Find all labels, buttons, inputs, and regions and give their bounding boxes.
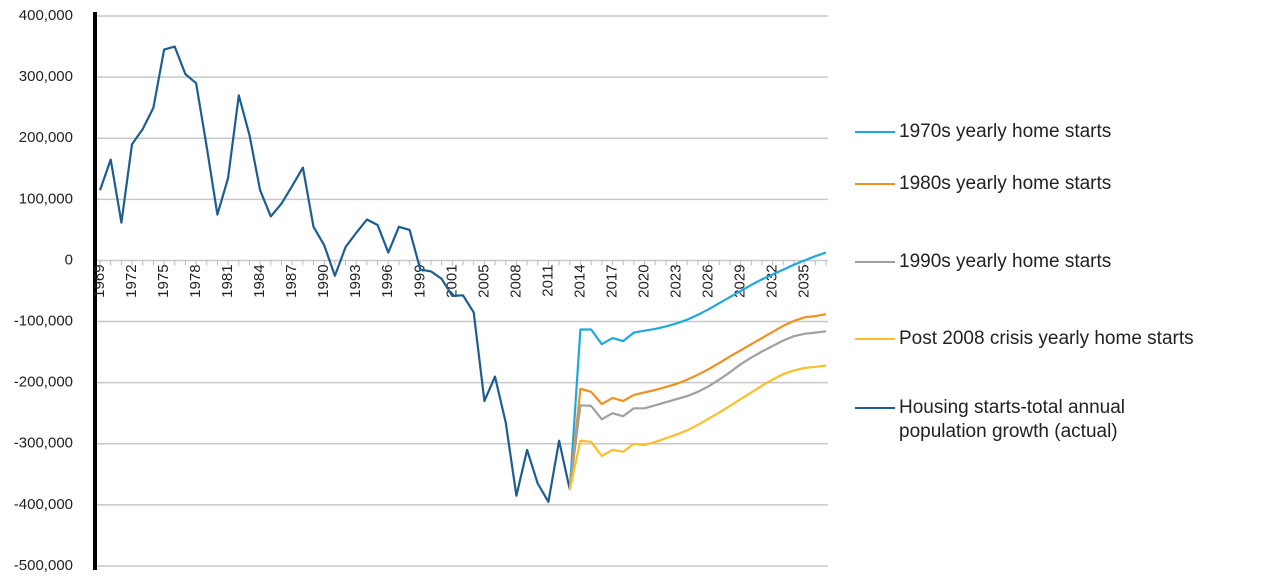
- legend-label: 1990s yearly home starts: [899, 251, 1112, 272]
- y-tick-label: -200,000: [14, 374, 73, 391]
- x-tick-label: 2014: [571, 264, 588, 297]
- x-tick-label: 1972: [123, 264, 140, 297]
- x-tick-label: 1969: [91, 264, 108, 297]
- x-tick-label: 2011: [539, 264, 556, 296]
- legend-swatch: [855, 338, 895, 340]
- x-tick-label: 1981: [219, 264, 236, 297]
- legend-label: 1980s yearly home starts: [899, 173, 1112, 194]
- legend-swatch: [855, 183, 895, 185]
- legend-swatch: [855, 131, 895, 133]
- x-tick-label: 1975: [155, 264, 172, 297]
- legend-item: 1990s yearly home starts: [855, 250, 1259, 274]
- x-tick-label: 2005: [475, 264, 492, 297]
- x-tick-label: 2020: [635, 264, 652, 297]
- legend-label: 1970s yearly home starts: [899, 121, 1112, 142]
- x-tick-label: 1978: [187, 264, 204, 297]
- x-tick-label: 2029: [732, 264, 749, 297]
- x-tick-label: 1999: [411, 264, 428, 297]
- y-tick-label: 400,000: [19, 7, 73, 24]
- y-tick-label: 300,000: [19, 68, 73, 85]
- x-tick-label: 2023: [667, 264, 684, 297]
- series-line: [568, 313, 827, 490]
- x-tick-label: 1996: [379, 264, 396, 297]
- x-tick-label: 1987: [283, 264, 300, 297]
- y-tick-label: -300,000: [14, 435, 73, 452]
- y-tick-label: 100,000: [19, 190, 73, 207]
- legend-swatch: [855, 407, 895, 409]
- series-line: [568, 330, 827, 490]
- y-tick-label: -100,000: [14, 313, 73, 330]
- y-tick-label: -500,000: [14, 557, 73, 574]
- x-tick-label: 2035: [796, 264, 813, 297]
- x-tick-label: 1993: [347, 264, 364, 297]
- series-line: [98, 45, 571, 503]
- x-tick-label: 1990: [315, 264, 332, 297]
- series-line: [568, 251, 827, 490]
- legend-label: Housing starts-total annual population g…: [899, 397, 1126, 442]
- x-tick-label: 2008: [507, 264, 524, 297]
- x-tick-label: 2017: [603, 264, 620, 297]
- y-tick-label: 0: [65, 251, 73, 268]
- series-line: [568, 364, 827, 490]
- legend-swatch: [855, 261, 895, 263]
- x-tick-label: 2026: [700, 264, 717, 297]
- legend-item: 1980s yearly home starts: [855, 172, 1259, 196]
- legend-item: Post 2008 crisis yearly home starts: [855, 327, 1259, 351]
- y-tick-label: -400,000: [14, 496, 73, 513]
- legend-item: Housing starts-total annual population g…: [855, 396, 1189, 444]
- legend-label: Post 2008 crisis yearly home starts: [899, 328, 1194, 349]
- legend-item: 1970s yearly home starts: [855, 120, 1259, 144]
- chart: -500,000 -400,000 -300,000 -200,000 -100,000…: [14, 7, 828, 574]
- y-tick-label: 200,000: [19, 129, 73, 146]
- x-tick-label: 2001: [443, 264, 460, 297]
- x-tick-label: 1984: [251, 264, 268, 297]
- x-tick-label: 2032: [764, 264, 781, 297]
